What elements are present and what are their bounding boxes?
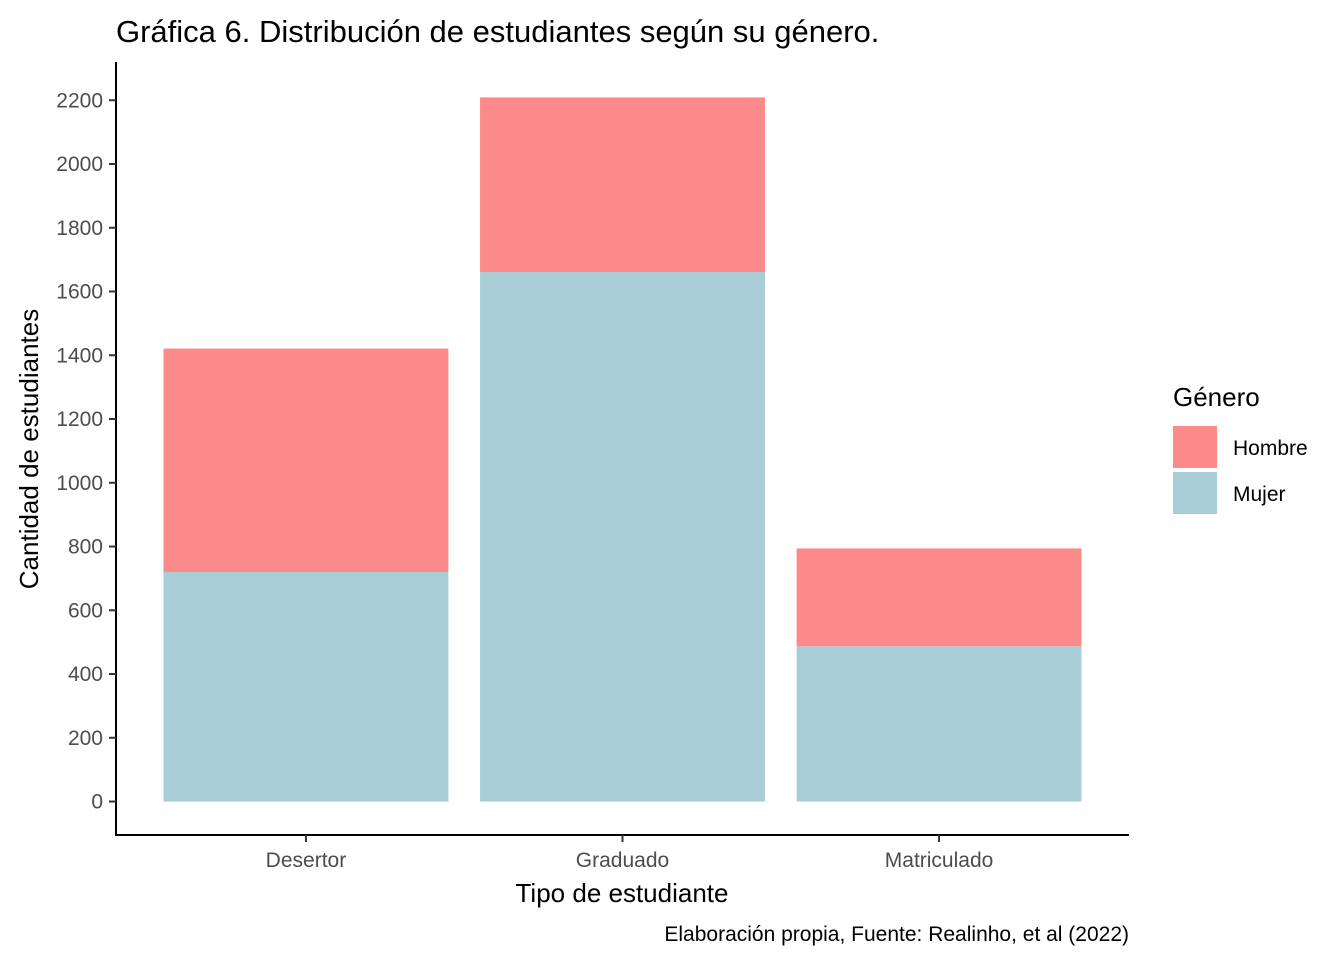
y-tick-label: 1800 [56,217,103,240]
y-ticks-group: 0 200 400 600 800 1000 1200 1400 1600 1800 2000 220… [56,89,116,814]
y-tick-label: 1200 [56,408,103,431]
bar-desertor-hombre [163,348,449,573]
legend-key-mujer [1173,472,1217,514]
y-tick-label: 2000 [56,153,103,176]
y-tick-label: 1400 [56,344,103,367]
legend-label-hombre: Hombre [1233,437,1308,460]
bar-graduado-mujer [480,272,765,802]
legend: Género Hombre Mujer [1173,382,1308,514]
x-tick-label: Desertor [266,849,347,872]
y-tick-label: 1000 [56,472,103,495]
bar-graduado-hombre [480,97,765,273]
x-ticks-group: Desertor Graduado Matriculado [266,835,994,872]
plot-area: 0 200 400 600 800 1000 1200 1400 1600 1800 2000 220… [56,62,1129,872]
y-tick-label: 600 [68,599,103,622]
x-axis-title: Tipo de estudiante [516,878,729,908]
bar-desertor-mujer [163,572,449,802]
x-tick-label: Graduado [576,849,669,872]
legend-items: Hombre Mujer [1173,426,1308,514]
bars-group [163,97,1082,802]
x-tick-label: Matriculado [885,849,994,872]
y-axis-title: Cantidad de estudiantes [14,309,44,589]
chart-caption: Elaboración propia, Fuente: Realinho, et… [664,923,1129,946]
y-tick-label: 400 [68,663,103,686]
y-tick-label: 200 [68,727,103,750]
bar-matriculado-mujer [796,646,1082,802]
chart-title: Gráfica 6. Distribución de estudiantes s… [116,14,879,49]
y-tick-label: 2200 [56,89,103,112]
legend-label-mujer: Mujer [1233,483,1286,506]
y-tick-label: 1600 [56,281,103,304]
bar-matriculado-hombre [796,548,1082,647]
y-tick-label: 0 [91,791,103,814]
legend-key-hombre [1173,426,1217,468]
legend-title: Género [1173,382,1260,412]
y-tick-label: 800 [68,536,103,559]
